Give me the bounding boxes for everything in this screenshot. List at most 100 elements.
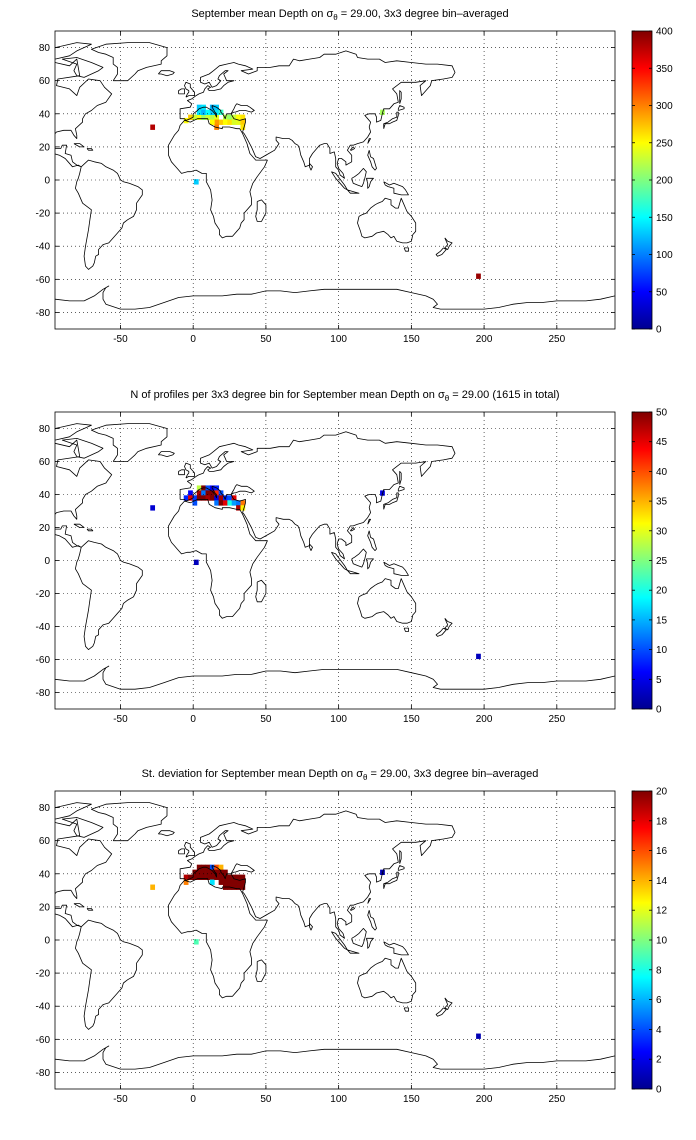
data-bin: [227, 500, 233, 506]
data-bin: [476, 653, 481, 660]
coastline-path: [55, 42, 92, 60]
data-bin: [188, 495, 193, 501]
data-bin: [201, 869, 206, 876]
y-tick-label: 80: [39, 803, 51, 814]
panel-profile-count: N of profiles per 3x3 degree bin for Sep…: [36, 389, 668, 725]
data-bin: [209, 874, 215, 880]
y-tick-label: 40: [39, 109, 51, 120]
data-bin: [231, 884, 237, 890]
data-bin: [214, 500, 220, 506]
y-tick-label: -40: [36, 1002, 51, 1013]
data-bin: [209, 869, 215, 876]
coastline-path: [351, 548, 367, 568]
data-bin: [476, 1033, 481, 1039]
colorbar-tick-label: 50: [656, 287, 668, 298]
x-tick-label: 150: [403, 714, 420, 725]
data-bin: [227, 879, 233, 885]
coastline-path: [367, 518, 371, 525]
coastline-path: [55, 439, 113, 548]
colorbar-tick-label: 50: [656, 408, 668, 419]
data-bin: [183, 879, 189, 885]
coastline-path: [397, 865, 405, 871]
y-tick-label: -60: [36, 1035, 51, 1046]
coastline-path: [383, 111, 399, 129]
x-tick-label: 250: [548, 1094, 565, 1105]
data-bin: [218, 874, 224, 880]
data-bin: [196, 485, 202, 491]
x-tick-label: 100: [330, 334, 347, 345]
colorbar-tick-label: 0: [656, 705, 662, 716]
data-bin: [231, 119, 237, 125]
colorbar-tick-label: 0: [656, 1085, 662, 1096]
data-bin: [193, 179, 199, 185]
coastline-path: [365, 558, 374, 570]
data-bin: [196, 874, 202, 880]
coastline-path: [168, 118, 268, 239]
coastline-path: [73, 523, 85, 528]
y-tick-label: -40: [36, 242, 51, 253]
coastline-path: [86, 528, 94, 532]
y-tick-label: -80: [36, 688, 51, 699]
coastline-path: [383, 871, 399, 889]
colorbar-tick-label: 300: [656, 101, 673, 112]
coastline-path: [178, 848, 185, 855]
y-tick-label: -60: [36, 275, 51, 286]
coastline-path: [383, 561, 409, 576]
coastline-path: [55, 285, 615, 310]
coastline-path: [91, 423, 168, 462]
data-bin: [227, 114, 233, 120]
x-tick-label: 50: [260, 714, 272, 725]
data-bin: [231, 495, 237, 501]
bins: [150, 864, 481, 1039]
data-bin: [201, 495, 206, 501]
coastline-path: [184, 462, 195, 479]
coastline-path: [309, 923, 313, 931]
coastline-path: [73, 903, 85, 908]
coastline-path: [178, 469, 185, 476]
coastline-path: [383, 181, 409, 196]
data-bin: [196, 495, 202, 501]
coastline-path: [179, 431, 456, 560]
colorbar-tick-label: 45: [656, 437, 668, 448]
coastline-path: [55, 802, 92, 820]
data-bin: [476, 273, 481, 279]
coastline-path: [367, 138, 371, 144]
colorbar-tick-label: 5: [656, 675, 662, 686]
data-bin: [205, 490, 211, 496]
coastline-path: [55, 665, 615, 690]
coastline-path: [168, 499, 268, 619]
data-bin: [150, 124, 156, 130]
coastline-path: [351, 168, 367, 187]
data-bin: [236, 879, 241, 885]
bins: [150, 485, 481, 660]
coastline-path: [399, 90, 402, 104]
coastline-path: [157, 70, 175, 77]
coastline-path: [367, 910, 377, 931]
data-bin: [218, 500, 224, 506]
colorbar-tick-label: 20: [656, 787, 668, 798]
data-bin: [240, 119, 246, 125]
colorbar-tick-label: 8: [656, 965, 662, 976]
coastline-path: [75, 919, 143, 1030]
data-bin: [183, 874, 189, 880]
coastline-path: [157, 451, 175, 457]
x-tick-label: -50: [113, 334, 128, 345]
data-bin: [231, 874, 237, 880]
coastline-path: [403, 247, 409, 252]
data-bin: [240, 114, 246, 120]
coastline-path: [365, 937, 374, 949]
coastline-path: [178, 88, 185, 95]
data-bin: [227, 495, 233, 501]
colorbar-tick-label: 400: [656, 27, 673, 38]
data-bin: [218, 495, 224, 501]
data-bin: [188, 490, 193, 496]
x-tick-label: 50: [260, 334, 272, 345]
coastline-path: [331, 551, 348, 571]
data-bin: [201, 874, 206, 880]
colorbar-tick-label: 250: [656, 138, 673, 149]
x-tick-label: 50: [260, 1094, 272, 1105]
coastline-path: [179, 50, 456, 179]
data-bin: [196, 114, 202, 120]
data-bin: [205, 874, 211, 880]
y-tick-label: -60: [36, 655, 51, 666]
